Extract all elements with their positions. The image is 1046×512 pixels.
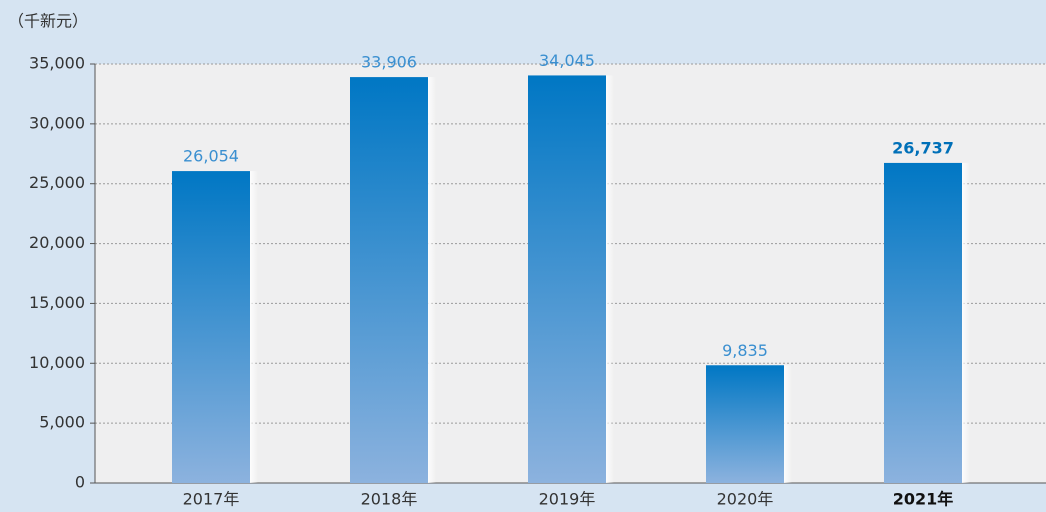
bar-highlight — [249, 171, 258, 483]
y-tick-label: 20,000 — [29, 233, 85, 252]
value-label: 26,737 — [892, 138, 954, 157]
value-label: 34,045 — [539, 51, 595, 70]
bar-highlight — [961, 162, 970, 483]
y-tick-label: 30,000 — [29, 113, 85, 132]
bar — [350, 77, 428, 483]
x-tick-label: 2020年 — [717, 490, 774, 509]
y-tick-label: 5,000 — [39, 413, 85, 432]
y-tick-label: 15,000 — [29, 293, 85, 312]
x-tick-label: 2019年 — [539, 490, 596, 509]
value-label: 9,835 — [722, 341, 768, 360]
unit-label: （千新元） — [8, 12, 88, 31]
value-label: 26,054 — [183, 147, 239, 166]
bar — [884, 162, 962, 483]
y-tick-label: 10,000 — [29, 353, 85, 372]
bar — [172, 171, 250, 483]
x-tick-label: 2017年 — [183, 490, 240, 509]
bar — [706, 365, 784, 483]
y-tick-label: 0 — [75, 473, 85, 492]
value-label: 33,906 — [361, 53, 417, 72]
y-tick-label: 35,000 — [29, 54, 85, 73]
x-tick-label: 2021年 — [893, 490, 954, 509]
x-tick-label: 2018年 — [361, 490, 418, 509]
bar-highlight — [783, 365, 792, 483]
bar-highlight — [427, 77, 436, 483]
bar-highlight — [605, 75, 614, 484]
y-tick-label: 25,000 — [29, 173, 85, 192]
bar — [528, 75, 606, 484]
